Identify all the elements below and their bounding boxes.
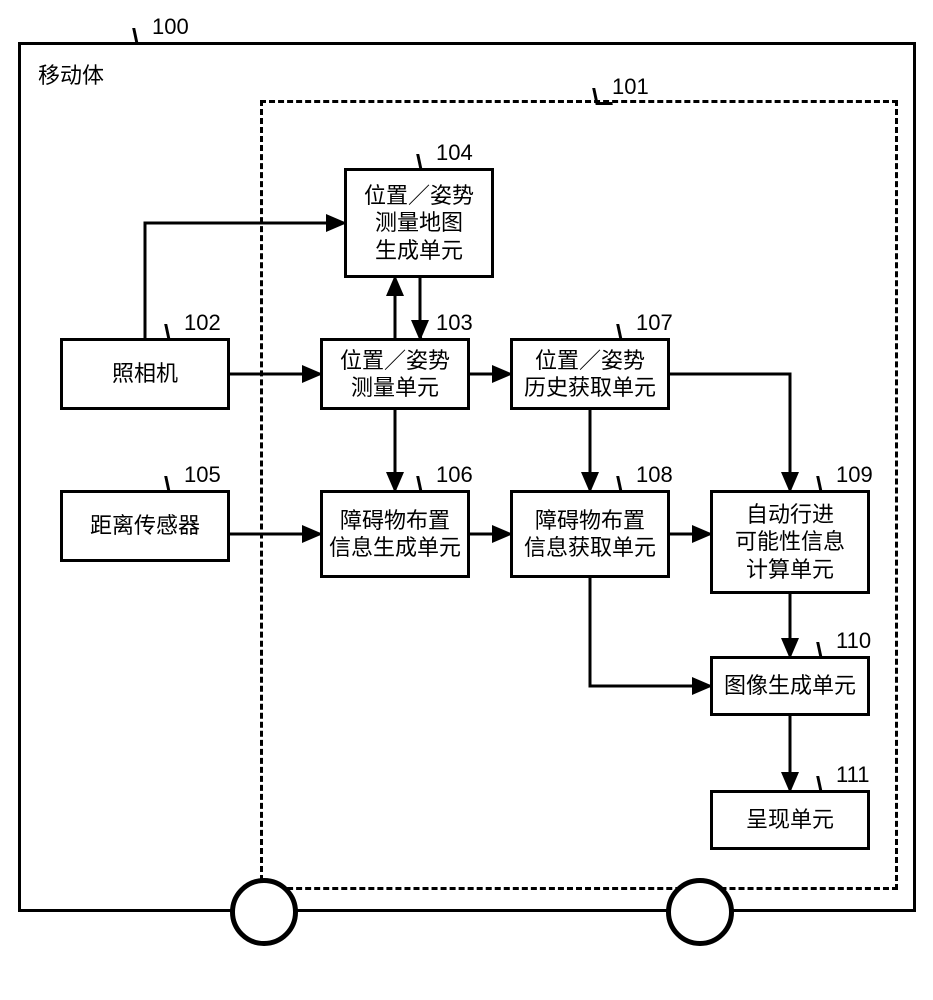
ref-tick-107 [616, 324, 637, 341]
node-label: 位置／姿势测量单元 [340, 347, 450, 402]
ref-tick-102 [164, 324, 185, 341]
node-ref-106: 106 [436, 462, 473, 488]
node-label: 距离传感器 [90, 512, 200, 540]
node-ref-103: 103 [436, 310, 473, 336]
node-label: 位置／姿势测量地图生成单元 [364, 182, 474, 265]
node-label: 照相机 [112, 360, 178, 388]
node-110: 图像生成单元 [710, 656, 870, 716]
ref-tick-101 [592, 88, 613, 105]
node-109: 自动行进可能性信息计算单元 [710, 490, 870, 594]
node-106: 障碍物布置信息生成单元 [320, 490, 470, 578]
ref-tick-100 [132, 28, 153, 45]
node-ref-104: 104 [436, 140, 473, 166]
node-ref-110: 110 [836, 628, 871, 654]
node-ref-109: 109 [836, 462, 873, 488]
node-ref-108: 108 [636, 462, 673, 488]
ref-tick-106 [416, 476, 437, 493]
node-label: 位置／姿势历史获取单元 [524, 347, 656, 402]
node-105: 距离传感器 [60, 490, 230, 562]
node-108: 障碍物布置信息获取单元 [510, 490, 670, 578]
ref-tick-108 [616, 476, 637, 493]
node-103: 位置／姿势测量单元 [320, 338, 470, 410]
node-104: 位置／姿势测量地图生成单元 [344, 168, 494, 278]
outer-box-ref: 100 [152, 14, 189, 40]
diagram-canvas: 移动体 100 101 位置／姿势测量地图生成单元 104 照相机 102 位置… [0, 0, 933, 1000]
ref-tick-105 [164, 476, 185, 493]
node-label: 障碍物布置信息生成单元 [329, 507, 461, 562]
node-label: 自动行进可能性信息计算单元 [735, 501, 845, 584]
node-ref-102: 102 [184, 310, 221, 336]
ref-tick-111 [816, 776, 837, 793]
ref-tick-104 [416, 154, 437, 171]
node-label: 呈现单元 [746, 806, 834, 834]
ref-tick-103 [416, 324, 437, 341]
node-ref-107: 107 [636, 310, 673, 336]
inner-box-ref: 101 [612, 74, 649, 100]
node-label: 图像生成单元 [724, 672, 856, 700]
node-ref-111: 111 [836, 762, 869, 788]
ref-tick-110 [816, 642, 837, 659]
outer-box-label: 移动体 [38, 58, 104, 90]
ref-tick-109 [816, 476, 837, 493]
node-102: 照相机 [60, 338, 230, 410]
node-ref-105: 105 [184, 462, 221, 488]
node-label: 障碍物布置信息获取单元 [524, 507, 656, 562]
wheel-right [666, 878, 734, 946]
node-107: 位置／姿势历史获取单元 [510, 338, 670, 410]
wheel-left [230, 878, 298, 946]
node-111: 呈现单元 [710, 790, 870, 850]
